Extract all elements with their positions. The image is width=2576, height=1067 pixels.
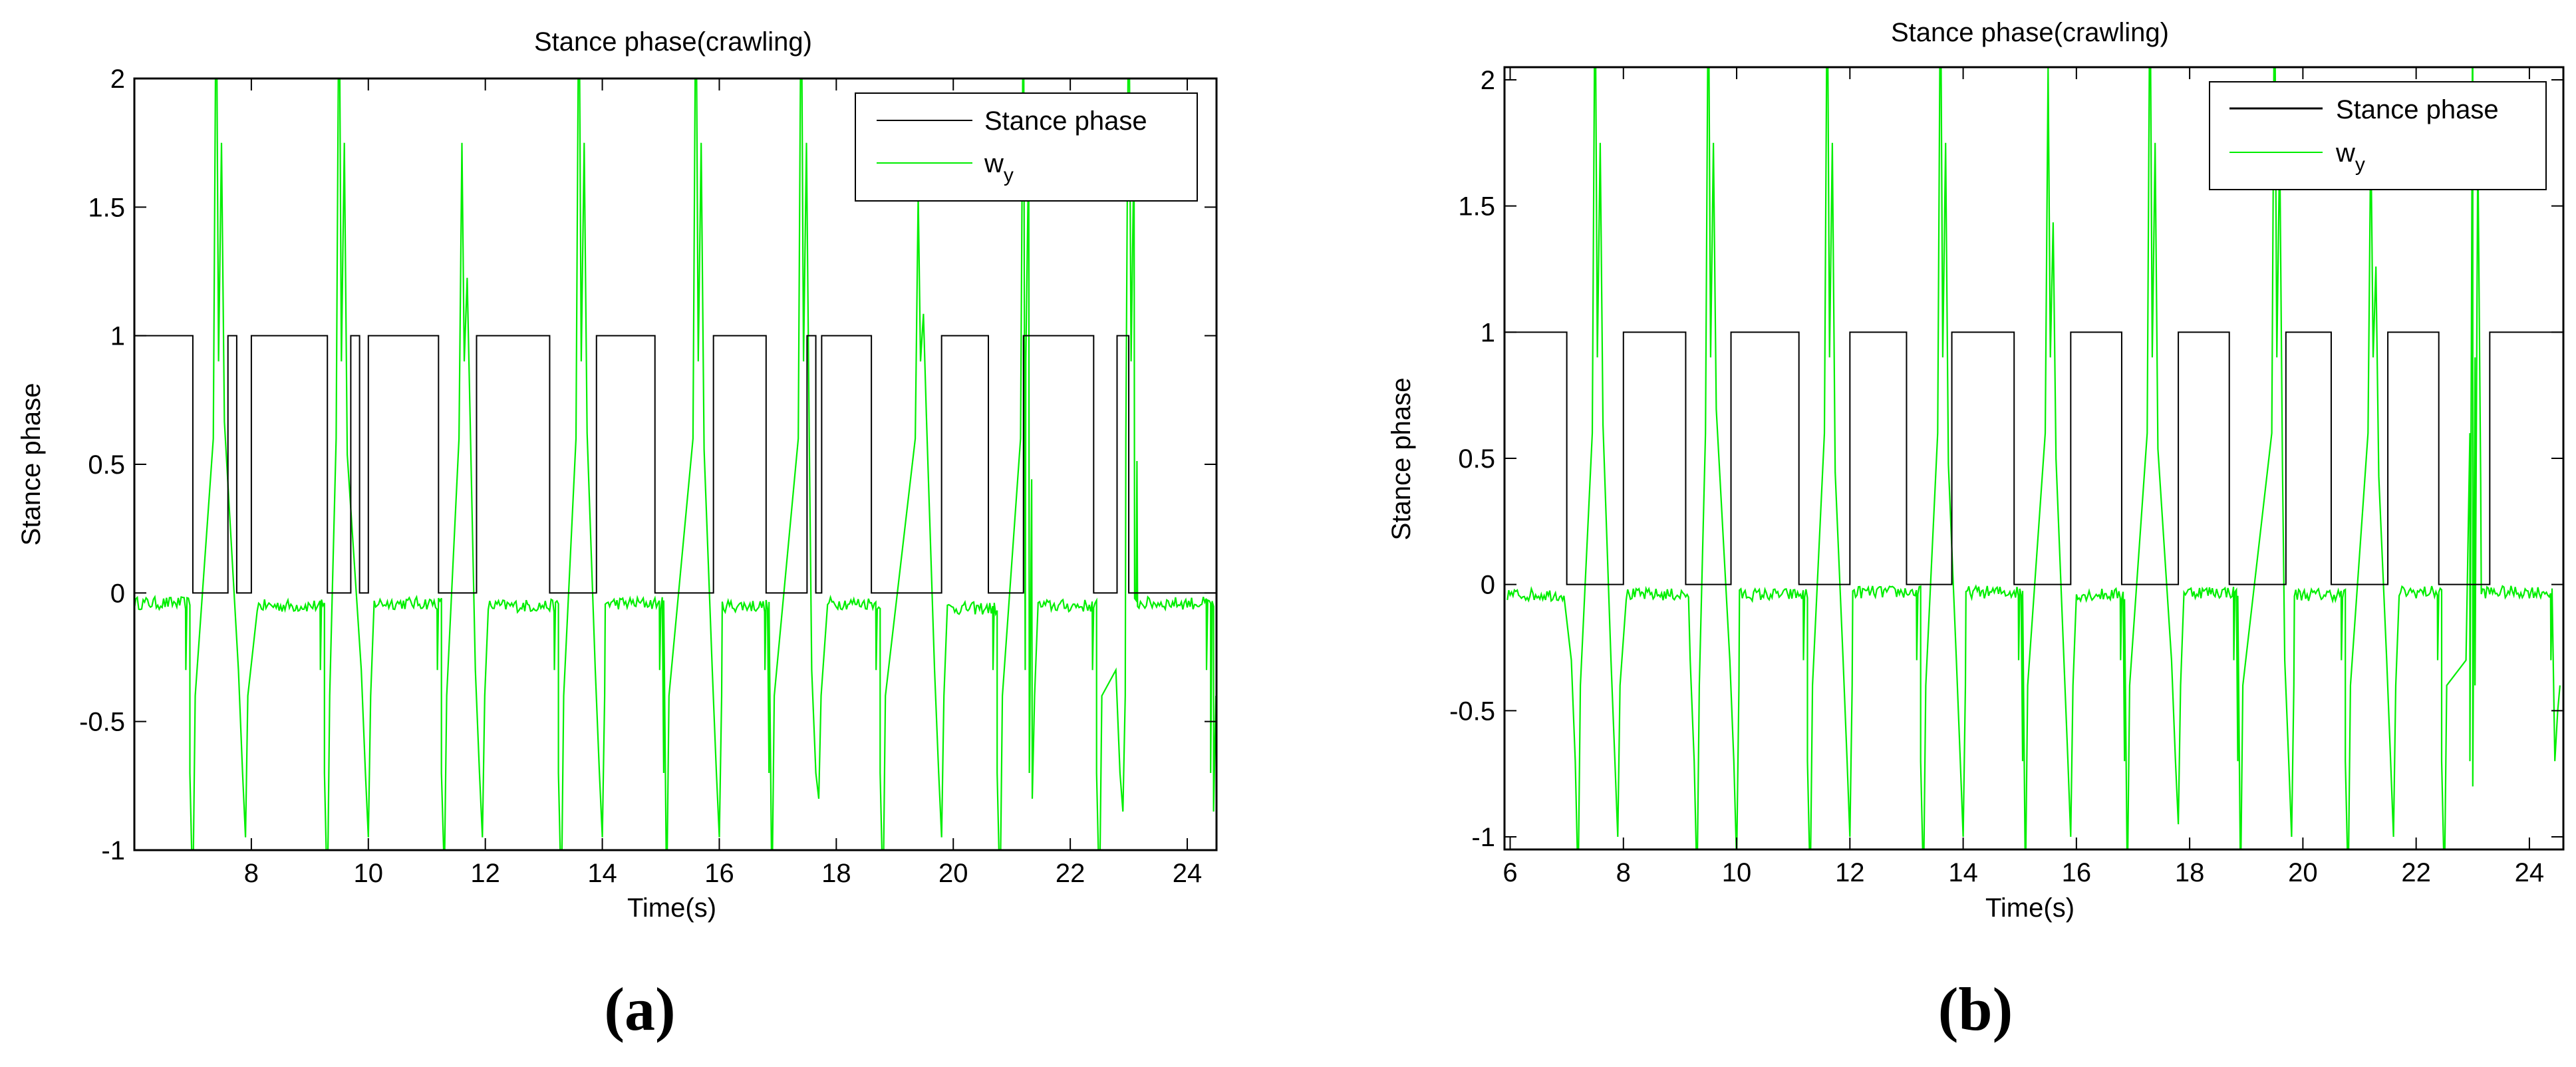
chart-title: Stance phase(crawling) (534, 27, 812, 57)
x-tick-label: 20 (2288, 858, 2318, 887)
y-tick-label: 0 (110, 579, 125, 608)
x-tick-label: 18 (821, 859, 851, 888)
y-tick-label: 1 (110, 322, 125, 351)
series-line-wy (1506, 67, 2561, 849)
x-tick-label: 10 (1722, 858, 1752, 887)
series-line-stance-phase (134, 335, 1216, 594)
legend-box (855, 92, 1198, 202)
panel-label-b-text: b (1958, 975, 1992, 1043)
legend-label-stance: Stance phase (2336, 95, 2499, 124)
x-tick-label: 16 (2062, 858, 2092, 887)
x-tick-label: 6 (1503, 858, 1517, 887)
legend-label-stance: Stance phase (984, 106, 1147, 136)
x-tick-label: 24 (2515, 858, 2545, 887)
x-tick-label: 20 (938, 859, 968, 888)
y-axis-label: Stance phase (1387, 378, 1416, 541)
y-axis-ticks: 2 1.5 1 0.5 0 -0.5 -1 (79, 65, 1216, 865)
x-tick-label: 14 (1948, 858, 1978, 887)
x-tick-label: 24 (1173, 859, 1203, 888)
plot-area (1504, 67, 2563, 849)
x-axis-label: Time(s) (627, 893, 716, 923)
y-tick-label: 0.5 (1458, 444, 1495, 474)
x-tick-label: 22 (2401, 858, 2431, 887)
y-tick-label: -0.5 (79, 708, 125, 737)
x-axis-ticks: 8 10 12 14 16 18 20 22 24 (244, 78, 1203, 888)
legend: Stance phase wy (855, 92, 1198, 202)
legend-label-wy: wy (984, 149, 1014, 186)
x-tick-label: 12 (1835, 858, 1865, 887)
y-tick-label: 0 (1481, 571, 1495, 600)
plot-area (134, 78, 1216, 850)
x-tick-label: 8 (244, 859, 259, 888)
x-axis-ticks: 6 8 10 12 14 16 18 20 22 24 (1503, 67, 2544, 887)
y-tick-label: -1 (101, 836, 125, 865)
y-tick-label: 0.5 (88, 450, 125, 480)
legend-label-wy-main: w (2335, 138, 2355, 168)
x-tick-label: 22 (1056, 859, 1085, 888)
y-axis-ticks: 2 1.5 1 0.5 0 -0.5 -1 (1449, 66, 2563, 852)
y-tick-label: 2 (1481, 66, 1495, 95)
x-tick-label: 16 (704, 859, 734, 888)
legend-box (2209, 81, 2547, 190)
x-tick-label: 10 (354, 859, 384, 888)
legend: Stance phase wy (2209, 81, 2547, 190)
x-tick-label: 8 (1616, 858, 1631, 887)
y-tick-label: -1 (1471, 823, 1495, 852)
y-tick-label: -0.5 (1449, 696, 1495, 726)
x-tick-label: 14 (587, 859, 617, 888)
chart-title: Stance phase(crawling) (1891, 18, 2169, 47)
series-line-stance-phase (1504, 331, 2563, 585)
y-axis-label: Stance phase (17, 383, 46, 546)
y-tick-label: 2 (110, 65, 125, 94)
panel-label-a: (a) (604, 975, 675, 1043)
series-line-wy (134, 78, 1216, 850)
chart-panel-a: Stance phase(crawling) 8 10 12 14 16 18 20 22 24… (17, 27, 1218, 923)
legend-label-wy-sub: y (1004, 164, 1014, 186)
legend-label-wy-sub: y (2355, 154, 2365, 176)
legend-label-wy-main: w (984, 149, 1004, 178)
y-tick-label: 1.5 (1458, 192, 1495, 222)
x-axis-label: Time(s) (1985, 893, 2075, 923)
x-tick-label: 18 (2175, 858, 2205, 887)
panel-label-b: (b) (1938, 975, 2013, 1043)
y-tick-label: 1.5 (88, 193, 125, 222)
panel-label-a-text: a (625, 975, 655, 1043)
y-tick-label: 1 (1481, 318, 1495, 347)
x-tick-label: 12 (470, 859, 500, 888)
legend-label-wy: wy (2335, 138, 2365, 176)
chart-panel-b: Stance phase(crawling) 6 8 10 12 14 16 18 20 22 2… (1387, 18, 2565, 923)
